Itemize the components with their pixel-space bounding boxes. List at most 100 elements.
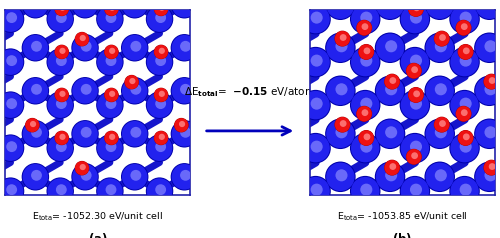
Point xyxy=(411,189,419,193)
Point xyxy=(362,188,370,192)
Point xyxy=(486,132,494,136)
Point xyxy=(338,87,345,91)
Point xyxy=(58,7,66,11)
Point xyxy=(130,175,138,179)
Point xyxy=(386,46,394,50)
Point xyxy=(412,59,420,63)
Point xyxy=(488,166,496,169)
Point xyxy=(338,44,345,48)
Point xyxy=(436,89,444,93)
Point xyxy=(130,89,138,93)
Point xyxy=(462,102,469,105)
Point xyxy=(438,123,446,127)
Point xyxy=(336,175,344,179)
Point xyxy=(486,87,494,91)
Point xyxy=(107,102,115,105)
Point xyxy=(58,16,66,20)
Point xyxy=(56,60,64,64)
Point xyxy=(158,92,166,96)
Point xyxy=(410,155,418,159)
Point xyxy=(6,103,14,107)
Point xyxy=(361,17,369,21)
Point xyxy=(460,189,468,193)
Point xyxy=(106,60,114,64)
Point xyxy=(158,6,166,10)
Point xyxy=(58,102,66,105)
Point xyxy=(386,3,394,7)
Point xyxy=(360,112,368,116)
Point xyxy=(178,122,186,126)
Point xyxy=(486,46,494,50)
Point xyxy=(32,174,40,177)
Point xyxy=(58,49,66,53)
Point xyxy=(106,60,114,64)
Point xyxy=(56,17,64,21)
Point xyxy=(107,16,115,20)
Point xyxy=(182,174,190,177)
Point xyxy=(410,155,418,159)
Point xyxy=(106,103,114,107)
Point xyxy=(438,37,446,40)
Point xyxy=(412,145,420,149)
Point xyxy=(82,87,90,91)
Point xyxy=(360,26,368,30)
Point xyxy=(486,89,494,93)
Point xyxy=(58,59,66,63)
Point xyxy=(156,103,164,107)
Point xyxy=(361,60,369,64)
Point xyxy=(82,174,90,177)
Point xyxy=(182,87,190,91)
Point xyxy=(488,166,496,169)
Point xyxy=(156,146,164,150)
Point xyxy=(106,189,114,193)
Point xyxy=(106,17,114,21)
Point xyxy=(106,146,114,150)
Point xyxy=(32,3,40,7)
Point xyxy=(156,16,164,20)
Point xyxy=(78,166,86,170)
Point xyxy=(462,135,470,139)
Point xyxy=(411,146,419,150)
Point xyxy=(312,17,320,21)
Point xyxy=(460,103,468,107)
Point xyxy=(6,60,14,64)
Point xyxy=(132,174,140,177)
Point xyxy=(411,189,419,193)
Point xyxy=(157,7,165,11)
Point xyxy=(312,188,320,192)
Point xyxy=(130,89,138,93)
Point xyxy=(8,145,16,149)
Point xyxy=(130,46,138,50)
Point xyxy=(336,89,344,93)
Point xyxy=(128,80,136,84)
Point xyxy=(336,46,344,50)
Point xyxy=(361,60,369,64)
Point xyxy=(412,6,420,10)
Point xyxy=(462,188,469,192)
Point xyxy=(106,146,114,150)
Point xyxy=(157,93,165,97)
Point xyxy=(130,175,138,179)
Point xyxy=(436,175,444,179)
Point xyxy=(108,135,116,139)
Point xyxy=(462,136,469,140)
Point xyxy=(128,79,136,83)
Point xyxy=(436,175,444,179)
Point xyxy=(58,145,66,149)
Point xyxy=(460,103,468,107)
Point xyxy=(436,3,444,7)
Point xyxy=(82,1,90,5)
Point xyxy=(58,136,66,140)
Point xyxy=(312,189,320,193)
Point xyxy=(338,123,346,127)
Point xyxy=(438,37,446,40)
Point xyxy=(32,132,40,136)
Point xyxy=(32,87,40,91)
Point xyxy=(460,26,468,30)
Point xyxy=(29,122,37,126)
Point xyxy=(436,132,444,136)
Point xyxy=(488,80,496,84)
Point xyxy=(180,46,188,50)
Point xyxy=(361,111,369,114)
Point xyxy=(437,87,445,91)
